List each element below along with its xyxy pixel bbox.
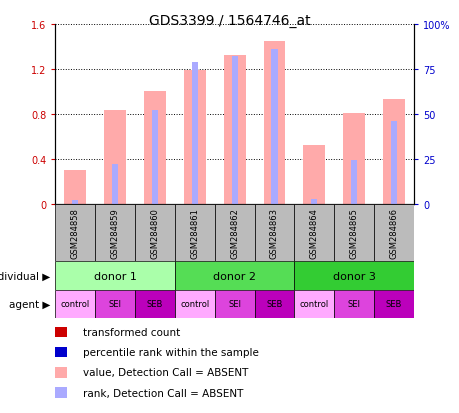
Text: control: control — [299, 299, 328, 309]
Bar — [254, 290, 294, 318]
Bar — [373, 204, 413, 262]
Text: SEI: SEI — [108, 299, 121, 309]
Bar — [373, 290, 413, 318]
Text: GSM284864: GSM284864 — [309, 208, 318, 258]
Text: SEI: SEI — [347, 299, 360, 309]
Bar — [72, 200, 78, 204]
Bar — [223, 56, 245, 204]
Bar — [254, 204, 294, 262]
Text: GSM284859: GSM284859 — [110, 208, 119, 258]
Bar — [134, 204, 174, 262]
Bar — [214, 204, 254, 262]
Text: percentile rank within the sample: percentile rank within the sample — [83, 347, 258, 357]
Text: SEB: SEB — [385, 299, 401, 309]
Bar — [350, 161, 357, 204]
Text: rank, Detection Call = ABSENT: rank, Detection Call = ABSENT — [83, 388, 243, 398]
Text: donor 1: donor 1 — [93, 271, 136, 281]
Bar — [271, 50, 277, 204]
Bar — [55, 290, 95, 318]
Bar — [134, 290, 174, 318]
Text: control: control — [180, 299, 209, 309]
Bar — [334, 204, 373, 262]
Text: GSM284862: GSM284862 — [230, 208, 239, 258]
Bar — [263, 42, 285, 204]
Bar — [214, 290, 254, 318]
Bar — [294, 262, 413, 290]
Text: agent ▶: agent ▶ — [9, 299, 50, 309]
Bar — [112, 165, 118, 204]
Bar — [191, 62, 197, 204]
Bar — [382, 100, 404, 204]
Text: control: control — [61, 299, 90, 309]
Text: GSM284866: GSM284866 — [389, 207, 397, 259]
Text: GSM284863: GSM284863 — [269, 207, 278, 259]
Bar — [151, 111, 157, 204]
Bar — [95, 204, 134, 262]
Bar — [55, 204, 95, 262]
Text: GSM284865: GSM284865 — [349, 208, 358, 258]
Bar — [303, 146, 325, 204]
Bar — [174, 290, 214, 318]
Text: SEB: SEB — [266, 299, 282, 309]
Text: GDS3399 / 1564746_at: GDS3399 / 1564746_at — [149, 14, 310, 28]
Bar — [64, 171, 86, 204]
Bar — [334, 290, 373, 318]
Text: GSM284858: GSM284858 — [71, 208, 79, 258]
Text: GSM284861: GSM284861 — [190, 208, 199, 258]
Text: GSM284860: GSM284860 — [150, 208, 159, 258]
Text: transformed count: transformed count — [83, 327, 179, 337]
Bar — [144, 92, 166, 204]
Bar — [174, 204, 214, 262]
Bar — [294, 204, 334, 262]
Bar — [184, 71, 205, 204]
Bar — [104, 111, 126, 204]
Bar — [55, 262, 174, 290]
Bar — [231, 57, 237, 204]
Text: value, Detection Call = ABSENT: value, Detection Call = ABSENT — [83, 368, 248, 377]
Text: donor 2: donor 2 — [213, 271, 256, 281]
Text: SEI: SEI — [228, 299, 241, 309]
Bar — [174, 262, 294, 290]
Bar — [95, 290, 134, 318]
Text: SEB: SEB — [146, 299, 162, 309]
Text: individual ▶: individual ▶ — [0, 271, 50, 281]
Bar — [390, 121, 396, 204]
Bar — [311, 199, 317, 204]
Bar — [294, 290, 334, 318]
Bar — [342, 113, 364, 204]
Text: donor 3: donor 3 — [332, 271, 375, 281]
